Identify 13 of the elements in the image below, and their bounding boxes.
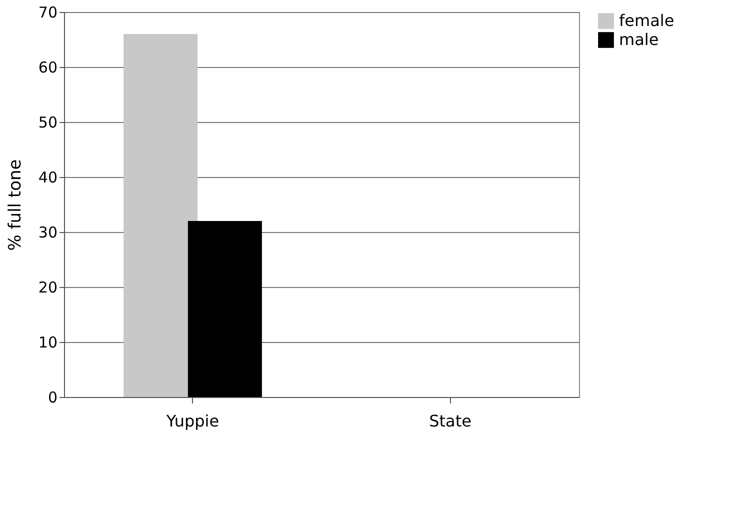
x-tick-label: State: [429, 412, 472, 430]
y-tick-label: 40: [38, 168, 58, 186]
y-axis-title: % full tone: [5, 159, 26, 251]
y-tick-label: 50: [38, 114, 58, 132]
y-tick-label: 30: [38, 224, 58, 242]
y-tick-label: 60: [38, 58, 58, 76]
legend-label: female: [619, 11, 674, 30]
x-tick-label: Yuppie: [165, 412, 220, 430]
y-tick-label: 0: [48, 388, 58, 406]
y-tick-label: 70: [38, 4, 58, 22]
legend-label: male: [619, 30, 659, 49]
y-tick-label: 10: [38, 334, 58, 352]
y-tick-label: 20: [38, 278, 58, 296]
